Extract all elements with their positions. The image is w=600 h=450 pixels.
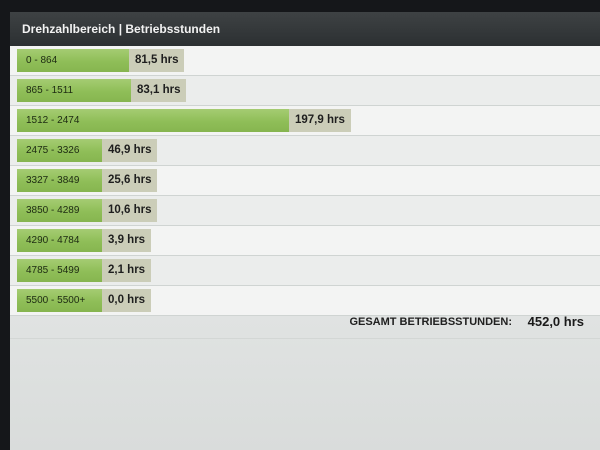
hours-bar: 4290 - 4784 [17, 229, 102, 252]
hours-value: 46,9 hrs [102, 139, 158, 162]
hours-value: 3,9 hrs [102, 229, 152, 252]
rpm-range-label: 3850 - 4289 [26, 205, 80, 216]
rpm-range-label: 4785 - 5499 [26, 265, 80, 276]
hours-value: 0,0 hrs [102, 289, 152, 312]
hours-bar: 3850 - 4289 [17, 199, 102, 222]
rpm-range-label: 4290 - 4784 [26, 235, 80, 246]
total-label: GESAMT BETRIEBSSTUNDEN: [349, 316, 512, 328]
list-item: 4290 - 4784 3,9 hrs [10, 226, 600, 256]
rpm-range-label: 0 - 864 [26, 55, 58, 66]
hours-bar: 2475 - 3326 [17, 139, 102, 162]
list-item: 3327 - 3849 25,6 hrs [10, 166, 600, 196]
hours-value: 81,5 hrs [129, 49, 185, 72]
list-item: 4785 - 5499 2,1 hrs [10, 256, 600, 286]
list-item: 5500 - 5500+ 0,0 hrs [10, 286, 600, 316]
hours-value: 25,6 hrs [102, 169, 158, 192]
hours-bar: 0 - 864 [17, 49, 129, 72]
total-row: GESAMT BETRIEBSSTUNDEN: 452,0 hrs [10, 308, 600, 339]
hours-bar: 865 - 1511 [17, 79, 131, 102]
list-item: 2475 - 3326 46,9 hrs [10, 136, 600, 166]
list-item: 0 - 864 81,5 hrs [10, 46, 600, 76]
list-item: 865 - 1511 83,1 hrs [10, 76, 600, 106]
hours-bar: 5500 - 5500+ [17, 289, 102, 312]
rpm-hours-list: 0 - 864 81,5 hrs 865 - 1511 83,1 hrs 151… [10, 46, 600, 316]
rpm-range-label: 865 - 1511 [26, 85, 74, 96]
hours-value: 10,6 hrs [102, 199, 158, 222]
hours-value: 197,9 hrs [289, 109, 351, 132]
hours-value: 83,1 hrs [131, 79, 187, 102]
hours-value: 2,1 hrs [102, 259, 152, 282]
total-value: 452,0 hrs [527, 314, 584, 329]
list-item: 3850 - 4289 10,6 hrs [10, 196, 600, 226]
list-item: 1512 - 2474 197,9 hrs [10, 106, 600, 136]
screen: Drehzahlbereich | Betriebsstunden 0 - 86… [10, 12, 600, 450]
rpm-range-label: 2475 - 3326 [26, 145, 80, 156]
hours-bar: 4785 - 5499 [17, 259, 102, 282]
hours-bar: 1512 - 2474 [17, 109, 289, 132]
rpm-range-label: 3327 - 3849 [26, 175, 80, 186]
rpm-range-label: 1512 - 2474 [26, 115, 80, 126]
hours-bar: 3327 - 3849 [17, 169, 102, 192]
panel-title: Drehzahlbereich | Betriebsstunden [10, 12, 600, 46]
rpm-range-label: 5500 - 5500+ [26, 295, 86, 306]
